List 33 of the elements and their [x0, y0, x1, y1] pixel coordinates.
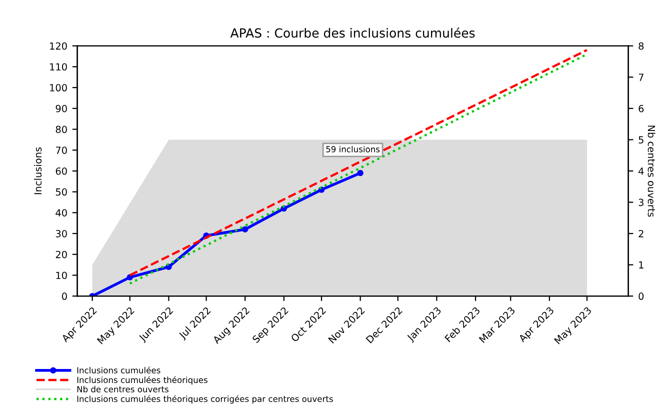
y-tick-label: 90 — [56, 104, 67, 112]
y-tick-label: 80 — [56, 126, 67, 134]
y-tick-label: 10 — [56, 272, 67, 280]
annotation: 59 inclusions — [326, 146, 380, 152]
y2-tick-label: 2 — [638, 230, 644, 238]
y2-axis-title: Nb centres ouverts — [648, 126, 656, 217]
point — [242, 226, 248, 232]
y-tick-label: 100 — [50, 84, 67, 92]
y-tick-label: 120 — [50, 42, 67, 50]
y2-tick-label: 6 — [638, 104, 644, 112]
y2-tick-label: 0 — [638, 292, 644, 300]
y-tick-label: 40 — [56, 209, 67, 216]
point — [126, 274, 134, 280]
y-tick-label: 70 — [56, 146, 67, 154]
y2-tick-label: 4 — [638, 168, 644, 175]
legend-label: Inclusions cumulées théoriques — [77, 376, 208, 385]
point — [357, 170, 364, 176]
y-tick-label: 60 — [56, 167, 67, 175]
y-tick-label: 20 — [56, 250, 67, 258]
y-tick-label: 30 — [56, 230, 67, 238]
y2-tick-label: 1 — [639, 261, 644, 268]
y-tick-label: 110 — [50, 63, 67, 71]
legend-label: Inclusions cumulées théoriques corrigées par centres ouverts — [77, 395, 333, 404]
y2-tick-label: 8 — [638, 42, 644, 50]
legend-label: Nb de centres ouverts — [77, 386, 168, 392]
y2-tick-label: 3 — [638, 198, 644, 206]
y-tick-label: 0 — [62, 292, 67, 300]
legend-label: Inclusions cumulées — [77, 366, 160, 374]
y-tick-label: 50 — [56, 188, 67, 196]
chart-title: APAS : Courbe des inclusions cumulées — [230, 28, 475, 38]
y2-tick-label: 7 — [638, 74, 644, 81]
y-axis-title: Inclusions — [34, 147, 42, 194]
y2-tick-label: 5 — [638, 136, 644, 144]
